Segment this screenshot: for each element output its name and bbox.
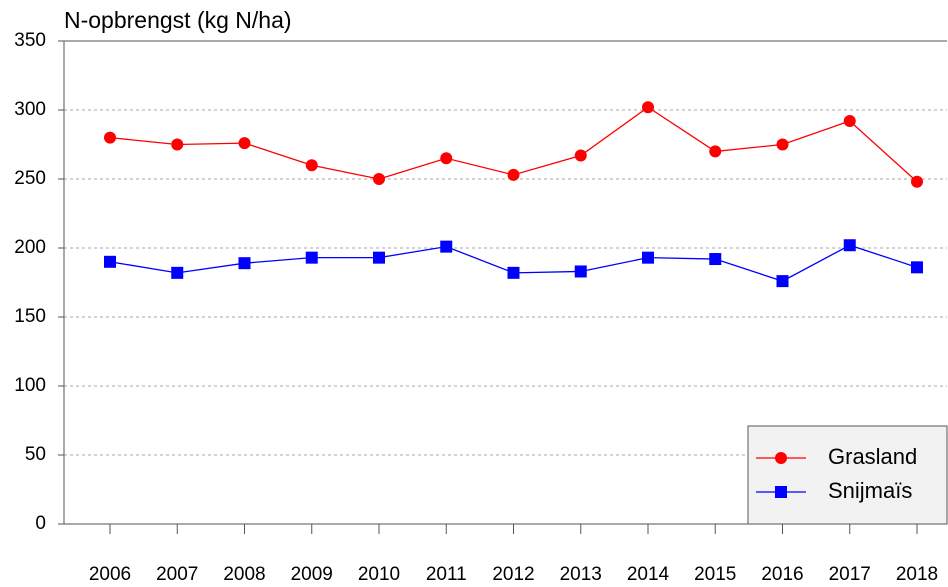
y-tick-label: 250	[14, 168, 46, 189]
legend-label: Grasland	[828, 444, 917, 469]
point	[238, 137, 251, 150]
y-tick-label: 50	[25, 444, 46, 465]
point	[440, 152, 453, 165]
point	[507, 266, 520, 279]
x-tick-label: 2018	[896, 564, 938, 585]
point	[104, 131, 116, 144]
point	[911, 261, 923, 274]
point	[642, 251, 654, 264]
point	[104, 255, 116, 268]
point	[171, 138, 184, 151]
point	[373, 173, 385, 185]
x-tick-label: 2013	[560, 564, 602, 585]
point	[709, 253, 722, 266]
y-tick-label: 100	[14, 375, 46, 396]
x-tick-label: 2014	[627, 564, 670, 585]
x-tick-label: 2008	[223, 564, 265, 585]
y-tick-label: 200	[14, 237, 46, 258]
point	[373, 251, 385, 264]
point	[171, 266, 184, 279]
x-tick-label: 2010	[358, 564, 400, 585]
point	[843, 239, 856, 252]
point	[911, 175, 923, 188]
point	[642, 101, 654, 114]
point	[305, 251, 318, 264]
x-tick-label: 2017	[829, 564, 871, 585]
x-tick-label: 2012	[492, 564, 534, 585]
x-tick-label: 2016	[761, 564, 803, 585]
point	[574, 149, 587, 162]
y-tick-label: 0	[35, 513, 46, 534]
x-tick-label: 2007	[156, 564, 198, 585]
point	[776, 275, 789, 288]
point	[507, 168, 520, 181]
x-tick-label: 2009	[291, 564, 333, 585]
x-tick-label: 2015	[694, 564, 736, 585]
point	[709, 145, 722, 158]
y-tick-label: 350	[14, 30, 46, 51]
x-tick-label: 2011	[426, 564, 467, 585]
point	[305, 159, 318, 172]
legend-box	[747, 425, 948, 525]
legend-marker	[775, 486, 787, 498]
point	[238, 257, 251, 270]
legend-marker	[775, 452, 787, 464]
point	[440, 240, 453, 253]
legend-label: Snijmaïs	[828, 478, 912, 503]
y-tick-label: 150	[14, 306, 46, 327]
y-tick-label: 300	[14, 99, 46, 120]
point	[574, 265, 587, 278]
x-tick-label: 2006	[89, 564, 131, 585]
point	[776, 138, 789, 151]
chart-title: N-opbrengst (kg N/ha)	[64, 7, 292, 33]
point	[843, 115, 856, 128]
